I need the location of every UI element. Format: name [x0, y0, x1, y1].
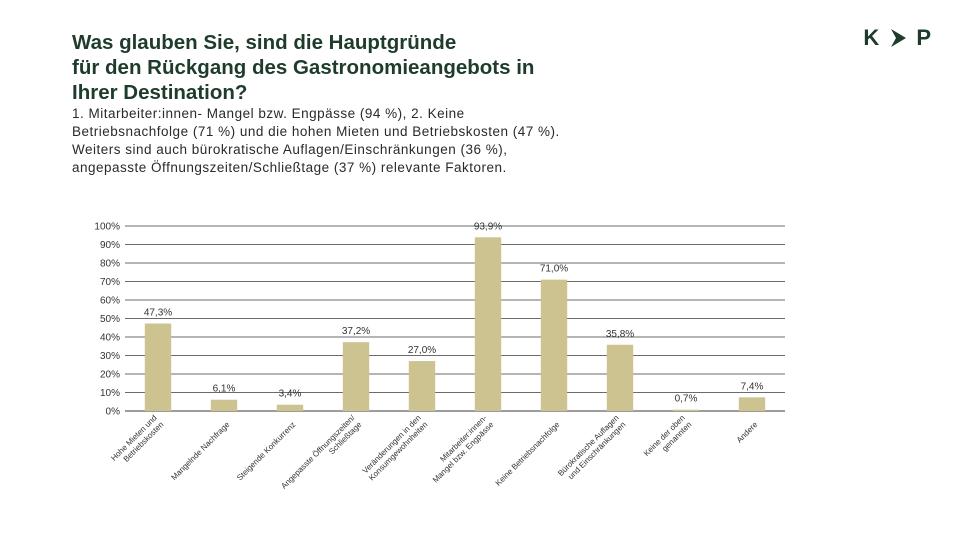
data-label: 7,4% — [741, 381, 764, 392]
data-label: 6,1% — [213, 384, 236, 395]
y-tick-label: 0% — [106, 407, 121, 418]
data-label: 47,3% — [144, 307, 172, 318]
data-label: 93,9% — [474, 221, 502, 232]
y-tick-label: 60% — [100, 296, 120, 307]
category-label: Steigende Konkurrenz — [235, 420, 297, 482]
summary-line: Betriebsnachfolge (71 %) und die hohen M… — [72, 124, 560, 139]
chevron-right-icon — [891, 29, 907, 47]
data-label: 71,0% — [540, 264, 568, 275]
category-label: Andere — [735, 420, 760, 445]
data-label: 0,7% — [675, 394, 698, 405]
category-label-line: Mangelnde Nachfrage — [169, 420, 231, 482]
category-label: Bürokratische Auflagenund Einschränkunge… — [556, 413, 627, 484]
summary-text: 1. Mitarbeiter:innen- Mangel bzw. Engpäs… — [72, 105, 712, 177]
page-title: Was glauben Sie, sind die Hauptgründe fü… — [72, 30, 692, 105]
category-label: Keine Betriebsnachfolge — [494, 420, 562, 488]
category-label: Mangelnde Nachfrage — [169, 420, 231, 482]
category-label-line: Andere — [735, 420, 760, 445]
kp-logo: K P — [863, 25, 932, 50]
bar — [738, 397, 766, 411]
category-label-line: Mangel bzw. Engpässe — [431, 420, 496, 485]
y-tick-label: 50% — [100, 314, 120, 325]
bar — [606, 344, 634, 411]
y-tick-label: 30% — [100, 351, 120, 362]
category-label: Veränderungen in denKonsumgewohnheiten — [360, 413, 429, 482]
logo-letter-p: P — [916, 25, 932, 50]
summary-line: angepasste Öffnungszeiten/Schließtage (3… — [72, 160, 507, 175]
category-label: Keine der obengenannten — [642, 413, 693, 464]
data-label: 3,4% — [279, 389, 302, 400]
category-label-line: Veränderungen in den — [361, 413, 423, 475]
data-label: 27,0% — [408, 345, 436, 356]
title-line: für den Rückgang des Gastronomieangebots… — [72, 56, 535, 79]
category-label: Mitarbeiter:innen-Mangel bzw. Engpässe — [424, 413, 496, 485]
title-line: Ihrer Destination? — [72, 81, 248, 104]
bar — [408, 361, 436, 411]
y-tick-label: 20% — [100, 370, 120, 381]
bar — [342, 342, 370, 411]
bar — [672, 409, 700, 411]
category-label-line: Keine Betriebsnachfolge — [494, 420, 562, 488]
category-label: Hohe Mieten undBetriebskosten — [109, 413, 165, 469]
logo-letter-k: K — [863, 25, 881, 50]
bar — [210, 399, 238, 411]
y-tick-label: 40% — [100, 333, 120, 344]
summary-line: 1. Mitarbeiter:innen- Mangel bzw. Engpäs… — [72, 106, 465, 121]
bar — [540, 279, 568, 411]
y-tick-label: 10% — [100, 388, 120, 399]
y-tick-label: 80% — [100, 259, 120, 270]
title-line: Was glauben Sie, sind die Hauptgründe — [72, 31, 457, 54]
category-label-line: und Einschränkungen — [566, 420, 627, 481]
data-label: 37,2% — [342, 326, 370, 337]
bar — [276, 404, 304, 411]
y-tick-label: 70% — [100, 277, 120, 288]
y-tick-label: 100% — [94, 222, 120, 233]
category-label-line: Konsumgewohnheiten — [367, 420, 429, 482]
data-label: 35,8% — [606, 329, 634, 340]
bar — [144, 323, 172, 411]
y-tick-label: 90% — [100, 240, 120, 251]
category-label-line: Bürokratische Auflagen — [556, 413, 621, 478]
bar — [474, 237, 502, 411]
category-label-line: Steigende Konkurrenz — [235, 420, 297, 482]
summary-line: Weiters sind auch bürokratische Auflagen… — [72, 142, 508, 157]
